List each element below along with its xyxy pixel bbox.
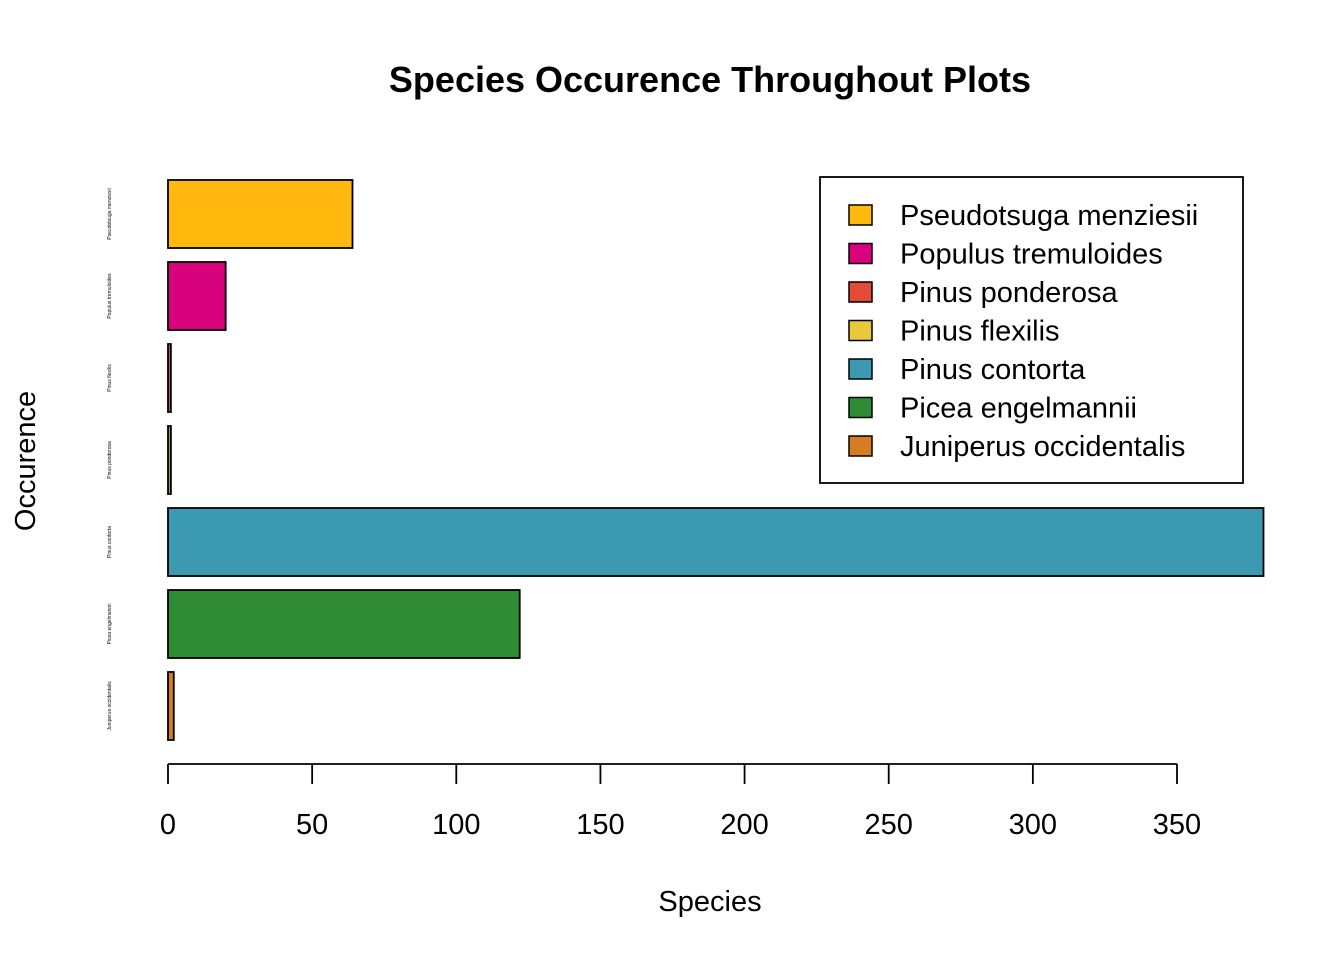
- bar-juniperus-occidentalis: [167, 671, 175, 741]
- x-tick-label: 100: [432, 809, 480, 841]
- bar-pseudotsuga-menziesii: [167, 179, 354, 249]
- category-label: Pinus ponderosa: [107, 441, 113, 479]
- category-label: Pinus contorta: [107, 526, 113, 558]
- x-tick-label: 250: [865, 809, 913, 841]
- category-labels: Pseudotsuga menziesii Populus tremuloides…: [107, 188, 113, 730]
- x-tick-label: 300: [1009, 809, 1057, 841]
- legend-label: Pinus flexilis: [900, 316, 1060, 348]
- legend-swatch-picea-engelmannii: [848, 396, 873, 419]
- legend-label: Pinus ponderosa: [900, 277, 1119, 309]
- legend-swatch-pseudotsuga-menziesii: [848, 204, 873, 226]
- category-label: Picea engelmannii: [107, 604, 113, 645]
- category-label: Pseudotsuga menziesii: [107, 188, 113, 239]
- x-tick-label: 350: [1153, 809, 1201, 841]
- bar-pinus-contorta: [167, 507, 1265, 577]
- category-label: Pinus flexilis: [107, 364, 113, 392]
- legend-swatch-pinus-ponderosa: [848, 281, 873, 303]
- x-axis: 0 50 100 150 200 250 300 350: [160, 763, 1201, 841]
- category-label: Populus tremuloides: [107, 273, 113, 319]
- legend-label: Populus tremuloides: [900, 239, 1163, 271]
- x-tick-label: 200: [720, 809, 768, 841]
- legend-label: Picea engelmannii: [900, 393, 1137, 425]
- bar-pinus-ponderosa: [167, 425, 172, 495]
- x-axis-label: Species: [658, 886, 761, 918]
- legend: Pseudotsuga menziesii Populus tremuloides…: [819, 176, 1244, 484]
- x-tick-label: 0: [160, 809, 176, 841]
- bars-group: [167, 179, 1265, 741]
- legend-label: Pinus contorta: [900, 354, 1086, 386]
- legend-label: Juniperus occidentalis: [900, 431, 1185, 463]
- bar-populus-tremuloides: [167, 261, 227, 331]
- legend-swatch-juniperus-occidentalis: [848, 435, 873, 457]
- legend-swatch-pinus-contorta: [848, 358, 873, 380]
- y-axis-label: Occurence: [10, 391, 42, 531]
- legend-label: Pseudotsuga menziesii: [900, 200, 1198, 232]
- legend-swatch-pinus-flexilis: [848, 319, 873, 342]
- legend-swatch-populus-tremuloides: [848, 242, 873, 265]
- x-tick-label: 150: [576, 809, 624, 841]
- category-label: Juniperus occidentalis: [107, 681, 113, 731]
- bar-pinus-flexilis: [167, 343, 172, 413]
- chart-title: Species Occurence Throughout Plots: [389, 59, 1031, 100]
- legend-box: [819, 176, 1244, 484]
- x-tick-label: 50: [296, 809, 328, 841]
- bar-picea-engelmannii: [167, 589, 521, 659]
